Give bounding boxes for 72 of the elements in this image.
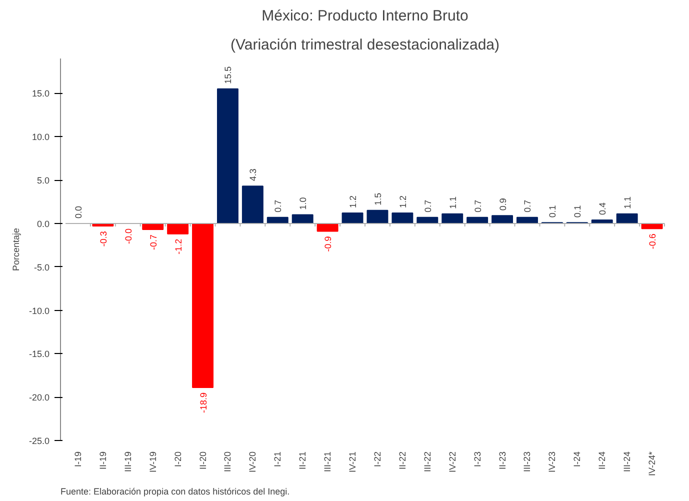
data-label: 0.7	[273, 200, 284, 212]
y-tick-label: -10.0	[28, 306, 50, 316]
data-label: -0.3	[98, 231, 108, 247]
x-tick-label: III-20	[222, 451, 233, 472]
data-label: 1.2	[398, 196, 408, 208]
bar	[442, 213, 464, 224]
bar	[316, 222, 338, 232]
data-label: 1.0	[298, 197, 308, 210]
data-label: -0.6	[648, 234, 658, 250]
x-tick-label: III-24	[622, 451, 632, 472]
x-tick-label: I-19	[72, 451, 83, 468]
bar	[216, 88, 238, 224]
x-tick-label: IV-20	[248, 452, 258, 473]
bar	[242, 186, 264, 224]
x-tick-label: III-21	[322, 451, 333, 472]
y-tick-label: 0.0	[36, 218, 50, 229]
x-tick-label: III-23	[522, 451, 532, 472]
data-label: 0.1	[548, 205, 558, 218]
y-tick-label: -25.0	[28, 436, 50, 446]
x-tick-label: II-22	[397, 451, 408, 470]
chart-title: México: Producto Interno Bruto	[262, 8, 468, 24]
data-label: 0.7	[422, 200, 433, 212]
x-tick-label: I-23	[472, 451, 482, 468]
x-tick-label: IV-19	[148, 452, 158, 473]
y-tick-label: -5.0	[34, 262, 50, 272]
chart-subtitle: (Variación trimestral desestacionalizada)	[230, 36, 500, 54]
x-tick-label: II-20	[198, 451, 208, 470]
x-tick-label: III-22	[422, 451, 432, 472]
bar	[392, 212, 414, 224]
data-label: 1.1	[622, 196, 633, 209]
data-label: 1.5	[372, 192, 383, 206]
data-label: 1.1	[448, 196, 458, 209]
bar	[616, 213, 638, 224]
y-tick-label: -15.0	[28, 349, 50, 360]
data-label: -0.7	[148, 234, 158, 250]
data-label: 4.3	[248, 168, 258, 182]
data-label: 1.2	[348, 196, 358, 208]
x-tick-label: II-24	[597, 451, 608, 470]
bar	[192, 222, 214, 388]
data-label: 0.7	[522, 200, 533, 212]
data-label: -0.9	[323, 236, 334, 252]
data-label: 0.0	[73, 206, 84, 218]
x-tick-label: I-20	[172, 451, 183, 468]
x-tick-label: II-23	[497, 451, 508, 470]
x-tick-label: IV-22	[447, 452, 458, 473]
data-label: -18.9	[198, 392, 208, 414]
y-axis-title: Porcentaje	[10, 228, 21, 272]
x-tick-label: II-19	[98, 451, 108, 470]
data-label: 0.9	[498, 198, 508, 211]
data-label: -1.2	[173, 238, 184, 254]
x-tick-label: I-22	[372, 451, 382, 468]
y-tick-label: 10.0	[32, 132, 50, 142]
bar	[342, 212, 364, 224]
x-tick-label: I-24	[572, 451, 582, 468]
x-tick-label: II-21	[298, 451, 308, 470]
bar	[366, 210, 388, 224]
data-label: 15.5	[223, 66, 234, 84]
data-label: 0.7	[472, 200, 483, 212]
data-label: -0.0	[123, 228, 134, 244]
data-label: 0.1	[572, 205, 583, 218]
x-tick-label: IV-24*	[647, 451, 658, 476]
y-tick-label: 15.0	[32, 88, 50, 99]
y-tick-label: -20.0	[28, 392, 50, 403]
y-tick-label: 5.0	[36, 176, 50, 186]
x-tick-label: III-19	[122, 451, 133, 472]
data-label: 0.4	[598, 202, 608, 215]
x-tick-label: IV-21	[348, 452, 358, 473]
x-tick-label: IV-23	[547, 452, 558, 473]
source-note: Fuente: Elaboración propia con datos históricos del Inegi.	[60, 486, 290, 496]
x-tick-label: I-21	[272, 451, 283, 468]
bar	[167, 222, 189, 234]
bar	[492, 215, 514, 224]
